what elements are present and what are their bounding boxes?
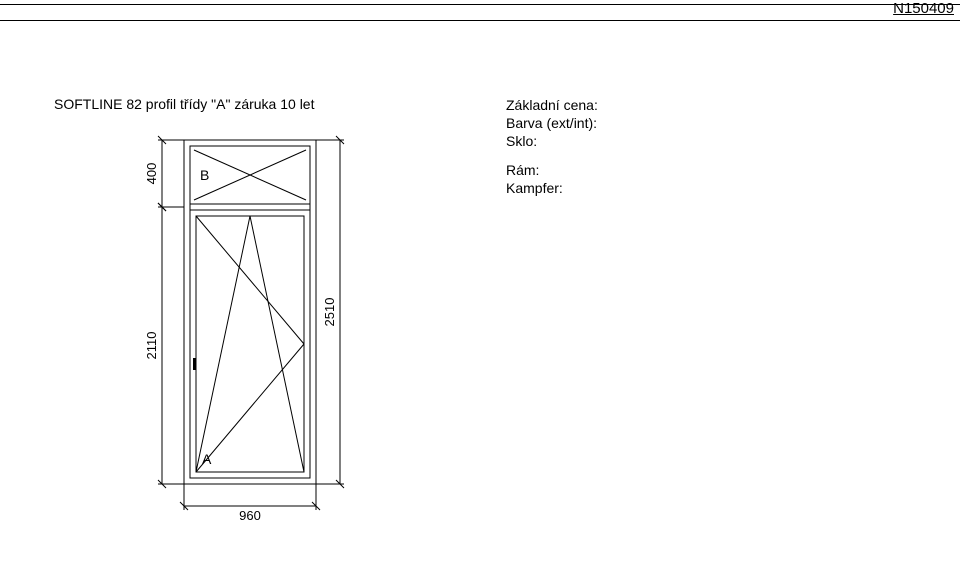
svg-text:400: 400	[144, 163, 159, 185]
page: N150409 SOFTLINE 82 profil třídy "A" zár…	[0, 0, 960, 558]
spec-block: Základní cena: Barva (ext/int): Sklo: Rá…	[506, 96, 598, 197]
spec-color: Barva (ext/int):	[506, 114, 598, 132]
spec-frame: Rám:	[506, 161, 598, 179]
spec-price: Základní cena:	[506, 96, 598, 114]
svg-text:2510: 2510	[322, 298, 337, 327]
svg-text:B: B	[200, 167, 209, 183]
rule-top	[0, 4, 960, 5]
svg-text:960: 960	[239, 508, 261, 523]
svg-text:A: A	[202, 451, 212, 467]
rule-under-code	[0, 20, 960, 21]
spec-kampfer: Kampfer:	[506, 179, 598, 197]
window-drawing: B A 400 2110 2510 960	[136, 134, 396, 556]
product-title: SOFTLINE 82 profil třídy "A" záruka 10 l…	[54, 96, 314, 112]
svg-text:2110: 2110	[144, 332, 159, 360]
spec-glass: Sklo:	[506, 132, 598, 150]
doc-code: N150409	[893, 0, 954, 17]
